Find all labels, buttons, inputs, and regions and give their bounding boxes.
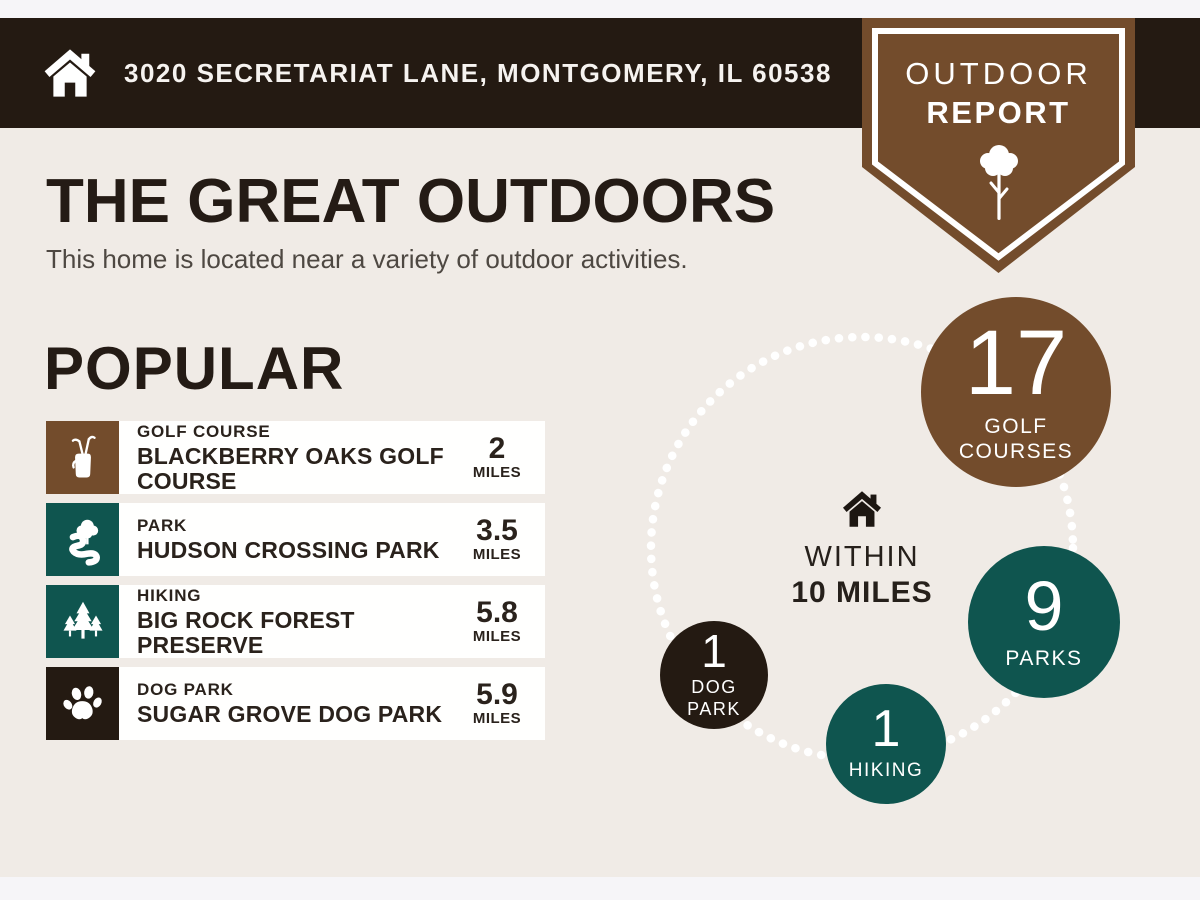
outdoor-report-banner: OUTDOOR REPORT (862, 18, 1135, 273)
within-line2: 10 MILES (791, 576, 933, 609)
activity-row-park: PARK HUDSON CROSSING PARK 3.5 MILES (46, 503, 545, 576)
activity-card: DOG PARK SUGAR GROVE DOG PARK 5.9 MILES (119, 667, 545, 740)
activity-category: GOLF COURSE (137, 421, 271, 441)
activity-name: BIG ROCK FOREST PRESERVE (137, 606, 355, 658)
property-address: 3020 SECRETARIAT LANE, MONTGOMERY, IL 60… (124, 57, 832, 88)
activity-distance: 5.8 MILES (472, 596, 522, 646)
bubble-golf-courses: 17 GOLF COURSES (921, 297, 1111, 487)
activity-name: BLACKBERRY OAKS GOLF COURSE (137, 442, 444, 494)
activity-distance: 2 MILES (472, 432, 522, 482)
activity-card: HIKING BIG ROCK FOREST PRESERVE 5.8 MILE… (119, 585, 545, 658)
activity-row-hiking: HIKING BIG ROCK FOREST PRESERVE 5.8 MILE… (46, 585, 545, 658)
park-icon-tile (46, 503, 119, 576)
bubble-count: 1 (701, 624, 727, 677)
bubble-label: DOG PARK (687, 677, 741, 719)
infographic-canvas: 3020 SECRETARIAT LANE, MONTGOMERY, IL 60… (0, 18, 1200, 877)
activity-card: GOLF COURSE BLACKBERRY OAKS GOLF COURSE … (119, 421, 545, 494)
bubble-label: HIKING (848, 760, 924, 782)
banner-line2: REPORT (926, 95, 1071, 130)
bubble-hiking: 1 HIKING (826, 684, 946, 804)
bubble-count: 9 (1024, 567, 1064, 646)
activity-distance: 3.5 MILES (472, 514, 522, 564)
hiking-icon-tile (46, 585, 119, 658)
activity-category: PARK (137, 516, 188, 536)
activity-category: HIKING (137, 585, 202, 605)
bubble-label: PARKS (1005, 646, 1083, 670)
home-icon (842, 491, 882, 527)
within-radius-label: WITHIN 10 MILES (762, 490, 962, 610)
activity-distance: 5.9 MILES (472, 678, 522, 728)
banner-line1: OUTDOOR (905, 56, 1092, 91)
activity-category: DOG PARK (137, 680, 234, 700)
page-subtitle: This home is located near a variety of o… (46, 244, 688, 274)
tree-icon (979, 145, 1018, 220)
activity-row-golf: GOLF COURSE BLACKBERRY OAKS GOLF COURSE … (46, 421, 545, 494)
paw-icon (62, 685, 102, 719)
bubble-dog-park: 1 DOG PARK (660, 621, 768, 729)
pine-trees-icon (63, 601, 102, 639)
golf-icon-tile (46, 421, 119, 494)
popular-list: GOLF COURSE BLACKBERRY OAKS GOLF COURSE … (46, 421, 545, 749)
within-line1: WITHIN (804, 541, 920, 573)
bubble-count: 1 (871, 699, 901, 758)
activity-name: HUDSON CROSSING PARK (137, 537, 440, 564)
dogpark-icon-tile (46, 667, 119, 740)
home-icon (44, 49, 96, 97)
activity-card: PARK HUDSON CROSSING PARK 3.5 MILES (119, 503, 545, 576)
bubble-label: GOLF COURSES (958, 414, 1074, 463)
bubble-parks: 9 PARKS (968, 546, 1120, 698)
activity-name: SUGAR GROVE DOG PARK (137, 701, 443, 728)
activity-row-dogpark: DOG PARK SUGAR GROVE DOG PARK 5.9 MILES (46, 667, 545, 740)
page-title: THE GREAT OUTDOORS (46, 167, 776, 236)
banner-text: OUTDOOR REPORT (862, 56, 1135, 131)
park-icon (68, 519, 100, 566)
golf-bag-icon (71, 435, 96, 477)
bubble-count: 17 (964, 312, 1068, 415)
popular-heading: POPULAR (44, 335, 345, 402)
